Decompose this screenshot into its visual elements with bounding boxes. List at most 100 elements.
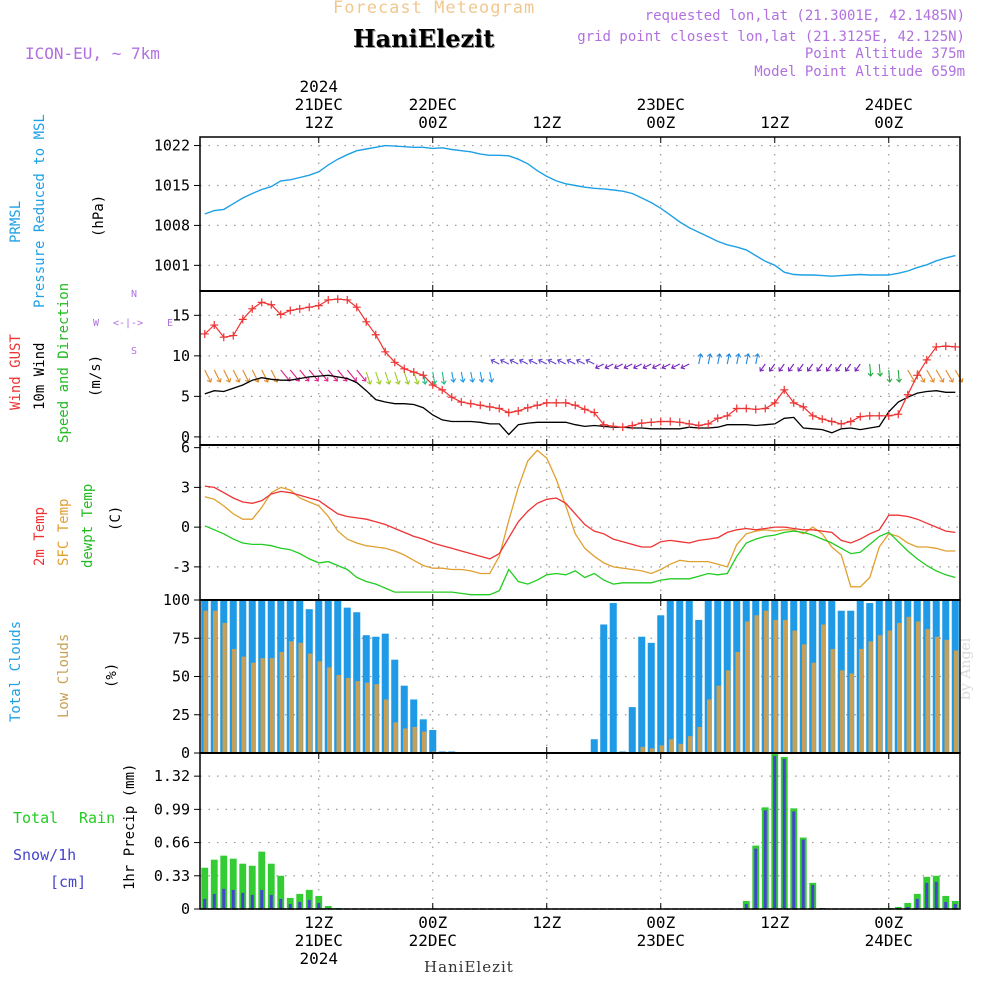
wind-direction-arrow [595,363,604,369]
y-tick-label: 0 [181,744,190,762]
bottom-time-label: 00Z [646,913,675,932]
top-time-label: 12Z [304,113,333,132]
low-clouds-bar [402,728,408,753]
total-clouds-bar [685,600,693,753]
wind-arrow-head [651,364,657,370]
low-clouds-bar [640,746,645,753]
wind-gust-marker [390,358,399,367]
wind-direction-arrow [346,369,357,382]
wind-arrow-head [414,380,420,385]
total-clouds-bar [410,699,418,753]
wind-direction-arrow [759,363,766,372]
wind-gust-marker [742,404,751,413]
wind-arrow-head [575,358,581,364]
wind-gust-marker [552,398,561,407]
model-altitude: Model Point Altitude 659m [754,64,965,80]
wind-direction-arrow [614,363,623,369]
wind-arrow-head [920,378,926,383]
wind-arrow-head [263,378,270,383]
y-tick-label: 1022 [154,137,190,155]
legend-total: Total [13,809,59,827]
top-time-label: 21DEC [295,95,343,114]
wind-arrow-head [661,364,667,370]
station-name: HaniElezit [353,24,495,53]
wind-gust-marker [343,295,352,304]
rain-bar [296,893,304,909]
low-clouds-bar [915,621,921,753]
wind-gust-marker [818,415,827,424]
wind-arrow-head [509,358,515,364]
wind-direction-arrow [807,363,814,372]
wind-direction-arrow [500,359,509,365]
wind-direction-arrow [633,363,642,369]
rain-bar [904,902,912,909]
wind-gust-marker [723,411,732,420]
wind-arrow-head [844,367,850,372]
wind-gust-marker [837,419,846,428]
wind-gust-marker [362,317,371,326]
wind-gust-marker [371,330,380,339]
wind-direction-arrow [470,371,474,383]
low-clouds-bar [782,619,788,753]
wind-gust-marker [694,421,703,430]
rain-bar [258,851,266,909]
snow-bar [317,902,321,909]
rain-bar [210,859,218,909]
low-clouds-bar [744,621,750,753]
wind-arrow-head [395,380,401,385]
y-tick-label: 25 [172,706,190,724]
low-clouds-bar [212,610,218,753]
low-clouds-bar [393,722,398,753]
low-clouds-bar [754,615,759,753]
wind-direction-arrow [897,369,900,383]
wind-arrow-head [537,358,543,364]
wind-arrow-head [499,358,505,364]
gridpoint-coordinates: grid point closest lon,lat (21.3125E, 42… [577,29,965,45]
wind-gust-marker [333,295,342,304]
top-time-label: 22DEC [409,95,457,114]
wind-direction-arrow [755,353,759,365]
wind-direction-arrow [707,353,711,365]
wind-direction-arrow [251,369,259,383]
wind-gust-marker [267,300,276,309]
wind-arrow-head [623,364,629,370]
low-clouds-bar [716,685,721,753]
y-tick-label: 0 [181,900,190,918]
wind-arrow-head [594,364,600,370]
snow-bar [906,906,910,909]
total-clouds-bar [695,619,703,753]
wind-gust-marker [324,295,333,304]
wind-arrow-head [314,377,319,382]
wind-arrow-head [352,377,357,382]
wind-direction-arrow [529,359,538,365]
snow-bar [241,892,245,909]
snow-bar [915,898,919,909]
low-clouds-bar [203,610,208,753]
requested-coordinates: requested lon,lat (21.3001E, 42.1485N) [644,8,965,24]
wind-gust-marker [200,329,209,338]
wind-gust-marker [219,333,228,342]
wind-arrow-head [323,377,329,382]
low-clouds-bar [678,743,683,753]
y-tick-label: 0.66 [154,834,190,852]
low-clouds-bar [421,731,427,753]
wind-gust-marker [561,398,570,407]
rain-bar [305,889,313,909]
wind-gust-marker [314,301,323,310]
wind-direction-arrow [945,369,954,383]
wind-gust-marker [257,298,266,307]
low-clouds-bar [649,748,655,753]
wind-gust-marker [238,315,247,324]
wind-gust-marker [523,403,532,412]
wind-direction-arrow [403,371,409,385]
wind-arrow-head [440,380,447,385]
y-tick-label: 1001 [154,256,190,274]
total-clouds-bar [676,600,684,753]
low-clouds-bar [801,644,807,753]
low-clouds-bar [725,670,731,753]
snow-bar [782,759,786,909]
wind-direction-arrow [652,363,661,369]
bottom-time-label: 00Z [418,913,447,932]
wind-arrow-head [254,378,260,383]
